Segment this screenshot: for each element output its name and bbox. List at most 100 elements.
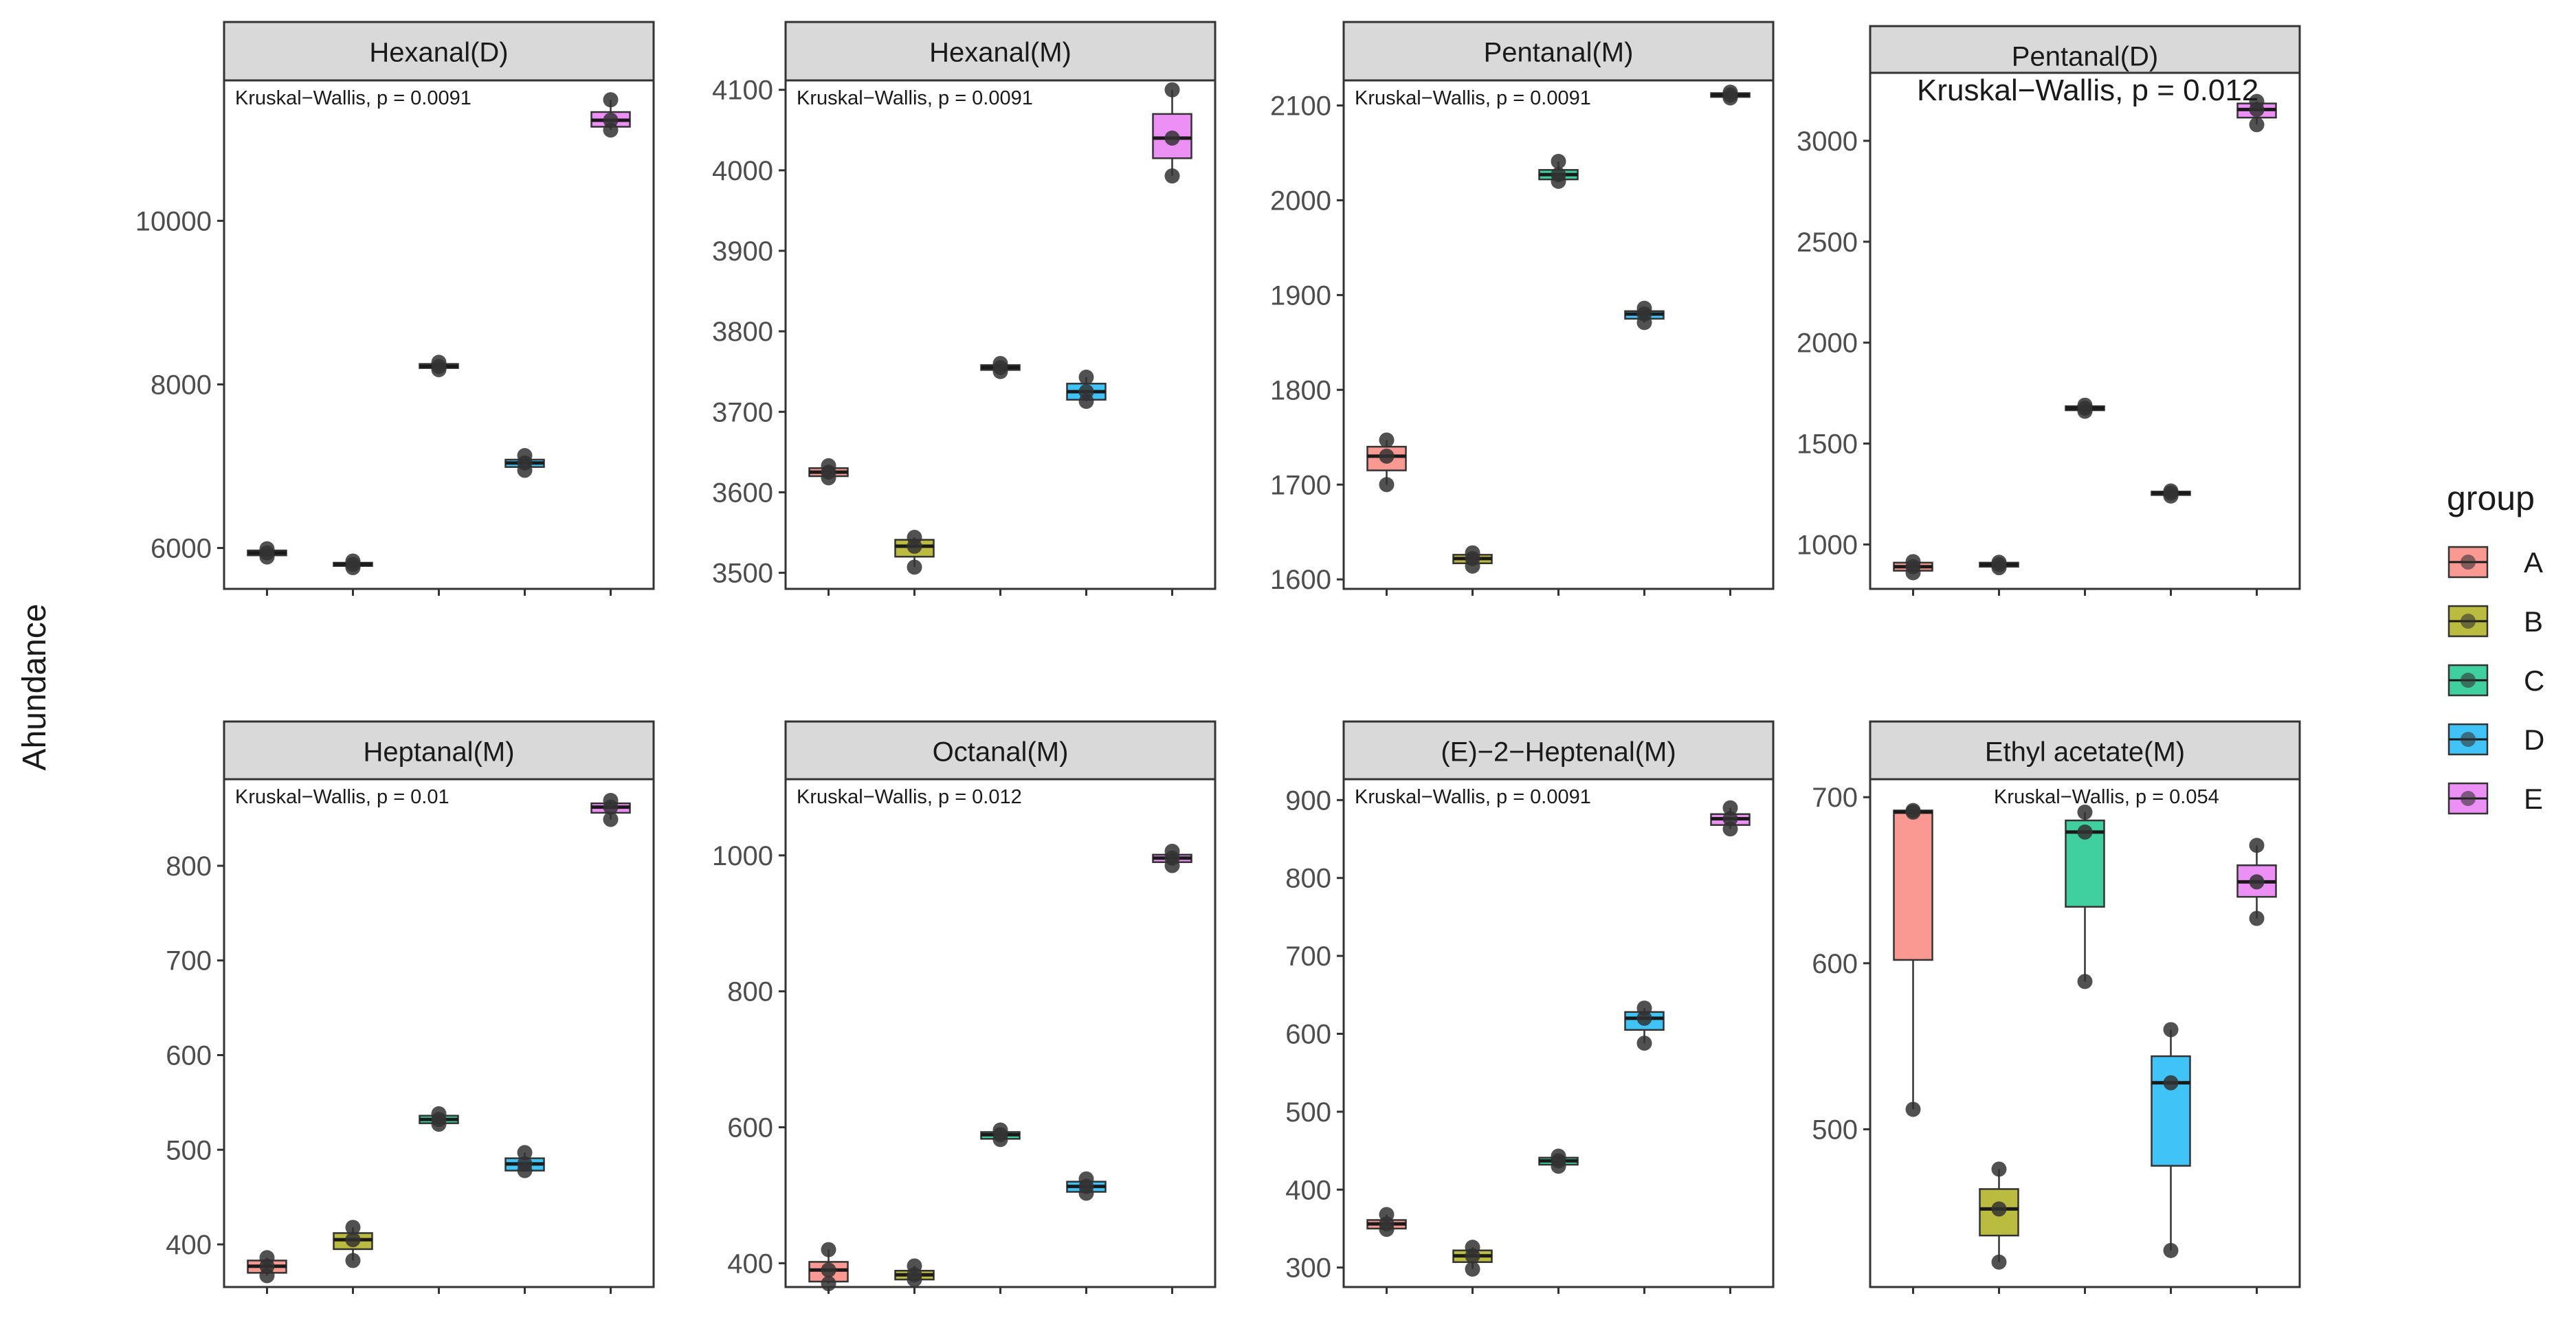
- panel-title: Hexanal(M): [929, 38, 1072, 68]
- data-point: [603, 92, 619, 108]
- plot-frame: [784, 778, 1217, 1288]
- panel: Heptanal(M) 400 500 600 700 800 Kruskal−Wallis…: [166, 720, 655, 1294]
- box-group-b: [1452, 1240, 1493, 1277]
- data-point: [1078, 1171, 1094, 1187]
- data-point: [2163, 483, 2179, 499]
- y-tick-label: 600: [727, 1113, 773, 1143]
- plot-frame: [223, 79, 655, 590]
- y-tick-label: 1500: [1797, 429, 1858, 460]
- y-tick-label: 700: [1285, 941, 1331, 972]
- panel-title: Pentanal(D): [2012, 42, 2158, 72]
- legend-title: group: [2447, 479, 2535, 517]
- y-axis-label: Ahundance: [16, 604, 53, 771]
- box-group-a: [247, 1250, 287, 1284]
- legend-entry-a: A: [2447, 546, 2543, 579]
- data-point: [821, 458, 836, 473]
- legend-label: C: [2524, 664, 2544, 697]
- legend-entry-d: D: [2447, 723, 2544, 756]
- data-point: [1722, 800, 1738, 816]
- y-tick-label: 1000: [1797, 530, 1858, 560]
- data-point: [603, 112, 619, 128]
- plot-frame: [1342, 778, 1775, 1288]
- data-point: [2249, 117, 2265, 133]
- box-group-e: [1152, 843, 1192, 873]
- data-point: [1991, 1254, 2007, 1270]
- data-point: [603, 812, 619, 827]
- data-point: [517, 1156, 533, 1172]
- data-point: [1905, 1101, 1921, 1117]
- y-tick-label: 3900: [712, 236, 773, 267]
- box-group-c: [980, 1122, 1021, 1148]
- data-point: [1164, 82, 1180, 98]
- y-tick-label: 2000: [1797, 328, 1858, 359]
- box-group-c: [2065, 804, 2105, 989]
- y-tick-label: 600: [1812, 949, 1858, 979]
- box-group-e: [1710, 85, 1751, 106]
- data-point: [2163, 1022, 2179, 1038]
- data-point: [1722, 811, 1738, 827]
- data-point: [821, 1262, 836, 1278]
- y-tick-label: 3600: [712, 478, 773, 508]
- box-group-b: [1979, 1161, 2019, 1270]
- box-group-d: [2151, 1022, 2191, 1258]
- data-point: [1722, 85, 1738, 100]
- data-point: [2077, 804, 2093, 820]
- plot-frame: [784, 79, 1217, 590]
- box-group-e: [590, 92, 631, 138]
- box-group-b: [333, 1220, 373, 1268]
- data-point: [2163, 1242, 2179, 1258]
- y-tick-label: 3800: [712, 317, 773, 347]
- strip-header: [223, 21, 655, 83]
- y-tick-label: 4000: [712, 156, 773, 186]
- strip-header: [784, 21, 1217, 83]
- data-point: [1991, 555, 2007, 570]
- box-group-e: [1152, 82, 1192, 184]
- box-group-a: [247, 541, 287, 565]
- y-tick-label: 1900: [1270, 280, 1331, 311]
- panel-title: Heptanal(M): [363, 737, 514, 768]
- data-point: [907, 559, 922, 575]
- data-point: [1164, 843, 1180, 859]
- box-group-c: [419, 355, 459, 377]
- y-tick-label: 1800: [1270, 375, 1331, 405]
- data-point: [2249, 838, 2265, 853]
- data-point: [2249, 874, 2265, 890]
- panel-grid: Hexanal(D) 6000 8000 10000 Kruskal−Wallis, p…: [135, 21, 2301, 1294]
- data-point: [1991, 1201, 2007, 1217]
- data-point: [431, 355, 447, 370]
- data-point: [517, 1145, 533, 1161]
- data-point: [1551, 167, 1566, 183]
- kruskal-wallis-annotation: Kruskal−Wallis, p = 0.012: [797, 786, 1022, 808]
- kruskal-wallis-annotation: Kruskal−Wallis, p = 0.01: [235, 786, 449, 808]
- panel-title: Ethyl acetate(M): [1985, 737, 2185, 768]
- box-group-a: [1893, 803, 1933, 1117]
- box-group-c: [1538, 1148, 1579, 1174]
- y-tick-label: 1600: [1270, 565, 1331, 595]
- data-point: [992, 356, 1008, 371]
- data-point: [1078, 384, 1094, 399]
- data-point: [345, 1253, 361, 1268]
- data-point: [259, 541, 275, 557]
- box-group-c: [419, 1106, 459, 1132]
- y-tick-label: 400: [727, 1249, 773, 1279]
- box-group-d: [1066, 369, 1107, 410]
- plot-frame: [223, 778, 655, 1288]
- data-point: [1465, 545, 1480, 561]
- panel: Pentanal(M) 1600 1700 1800 1900 2000 2100 Krusk…: [1270, 21, 1775, 596]
- data-point: [1078, 369, 1094, 385]
- y-tick-label: 400: [1285, 1175, 1331, 1205]
- box-group-c: [980, 356, 1021, 379]
- y-tick-label: 900: [1285, 785, 1331, 816]
- box-group-e: [1710, 800, 1751, 837]
- box-group-b: [894, 530, 935, 575]
- legend-key-point: [2461, 614, 2476, 629]
- data-point: [1636, 1036, 1652, 1051]
- data-point: [517, 447, 533, 463]
- data-point: [1379, 1207, 1395, 1222]
- legend-label: E: [2524, 783, 2543, 815]
- y-tick-label: 700: [166, 946, 212, 976]
- y-tick-label: 1000: [712, 841, 773, 871]
- legend-label: D: [2524, 724, 2544, 756]
- data-point: [1636, 300, 1652, 316]
